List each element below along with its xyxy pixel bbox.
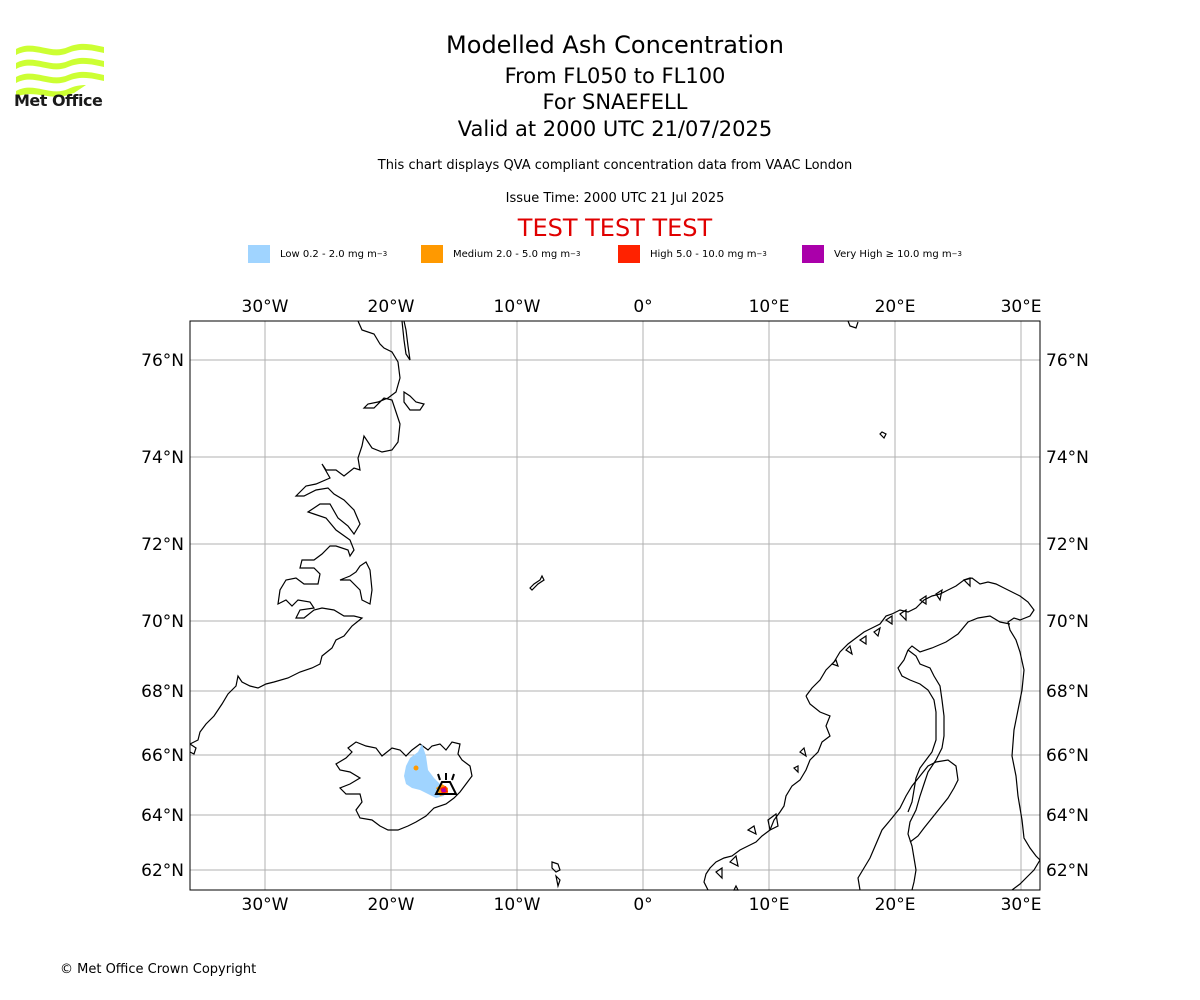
lon-tick-label: 30°W xyxy=(242,895,289,915)
volcano-name: For SNAEFELL xyxy=(542,90,688,114)
lon-tick-label: 10°E xyxy=(749,895,790,915)
lon-tick-label: 0° xyxy=(633,895,652,915)
lon-tick-label: 30°E xyxy=(1001,297,1042,317)
volcano-icon xyxy=(434,773,458,795)
lon-tick-label: 20°E xyxy=(875,895,916,915)
met-office-wave-logo xyxy=(16,43,104,97)
lon-tick-label: 10°W xyxy=(494,895,541,915)
map-frame xyxy=(189,320,1041,891)
lat-tick-label: 66°N xyxy=(1046,746,1089,766)
lat-tick-label: 72°N xyxy=(1046,535,1089,555)
chart-description: This chart displays QVA compliant concen… xyxy=(377,158,853,173)
ash-area-very-high xyxy=(441,788,446,792)
lon-tick-label: 30°W xyxy=(242,297,289,317)
met-office-logo-text: Met Office xyxy=(14,91,103,110)
test-banner: TEST TEST TEST xyxy=(517,214,713,242)
lon-tick-label: 20°E xyxy=(875,297,916,317)
ash-area-low xyxy=(404,744,446,798)
lat-tick-label: 66°N xyxy=(141,746,184,766)
legend-item-high: High 5.0 - 10.0 mg m −3 xyxy=(618,244,767,264)
legend-swatch-very-high xyxy=(802,245,824,263)
legend-item-medium: Medium 2.0 - 5.0 mg m −3 xyxy=(421,244,580,264)
lat-tick-label: 74°N xyxy=(141,448,184,468)
lat-tick-label: 64°N xyxy=(1046,806,1089,826)
lon-tick-label: 20°W xyxy=(368,895,415,915)
lat-tick-label: 76°N xyxy=(1046,351,1089,371)
legend-item-very-high: Very High ≥ 10.0 mg m −3 xyxy=(802,244,962,264)
longitude-labels-bottom: 30°W 20°W 10°W 0° 10°E 20°E 30°E xyxy=(242,895,1042,915)
map-gridlines xyxy=(190,321,1040,890)
lat-tick-label: 64°N xyxy=(141,806,184,826)
lon-tick-label: 10°W xyxy=(494,297,541,317)
lat-tick-label: 72°N xyxy=(141,535,184,555)
flight-level-range: From FL050 to FL100 xyxy=(504,64,726,88)
copyright-notice: © Met Office Crown Copyright xyxy=(60,962,257,977)
issue-time: Issue Time: 2000 UTC 21 Jul 2025 xyxy=(505,191,725,206)
lon-tick-label: 0° xyxy=(633,297,652,317)
chart-title: Modelled Ash Concentration xyxy=(446,31,784,59)
lon-tick-label: 30°E xyxy=(1001,895,1042,915)
jan-mayen-coast xyxy=(529,574,545,591)
lon-tick-label: 20°W xyxy=(368,297,415,317)
scandinavia-coast xyxy=(805,577,1041,861)
iceland-coast xyxy=(335,741,473,831)
lat-tick-label: 62°N xyxy=(1046,861,1089,881)
legend-label-high: High 5.0 - 10.0 mg m xyxy=(650,248,757,260)
legend-label-low: Low 0.2 - 2.0 mg m xyxy=(280,248,377,260)
lat-tick-label: 68°N xyxy=(141,682,184,702)
coastlines xyxy=(189,320,1041,891)
valid-time: Valid at 2000 UTC 21/07/2025 xyxy=(457,117,773,141)
latitude-labels-left: 76°N 74°N 72°N 70°N 68°N 66°N 64°N 62°N xyxy=(141,351,184,881)
legend-swatch-high xyxy=(618,245,640,263)
lat-tick-label: 70°N xyxy=(1046,612,1089,632)
latitude-labels-right: 76°N 74°N 72°N 70°N 68°N 66°N 64°N 62°N xyxy=(1046,351,1089,881)
legend-label-very-high: Very High ≥ 10.0 mg m xyxy=(834,248,952,260)
greenland-coast xyxy=(189,320,401,745)
lat-tick-label: 76°N xyxy=(141,351,184,371)
ash-point-medium xyxy=(413,765,419,771)
lat-tick-label: 70°N xyxy=(141,612,184,632)
legend-label-medium: Medium 2.0 - 5.0 mg m xyxy=(453,248,571,260)
lat-tick-label: 74°N xyxy=(1046,448,1089,468)
lat-tick-label: 68°N xyxy=(1046,682,1089,702)
legend-swatch-low xyxy=(248,245,270,263)
legend-swatch-medium xyxy=(421,245,443,263)
lat-tick-label: 62°N xyxy=(141,861,184,881)
longitude-labels-top: 30°W 20°W 10°W 0° 10°E 20°E 30°E xyxy=(242,297,1042,317)
lon-tick-label: 10°E xyxy=(749,297,790,317)
legend-item-low: Low 0.2 - 2.0 mg m −3 xyxy=(248,244,387,264)
